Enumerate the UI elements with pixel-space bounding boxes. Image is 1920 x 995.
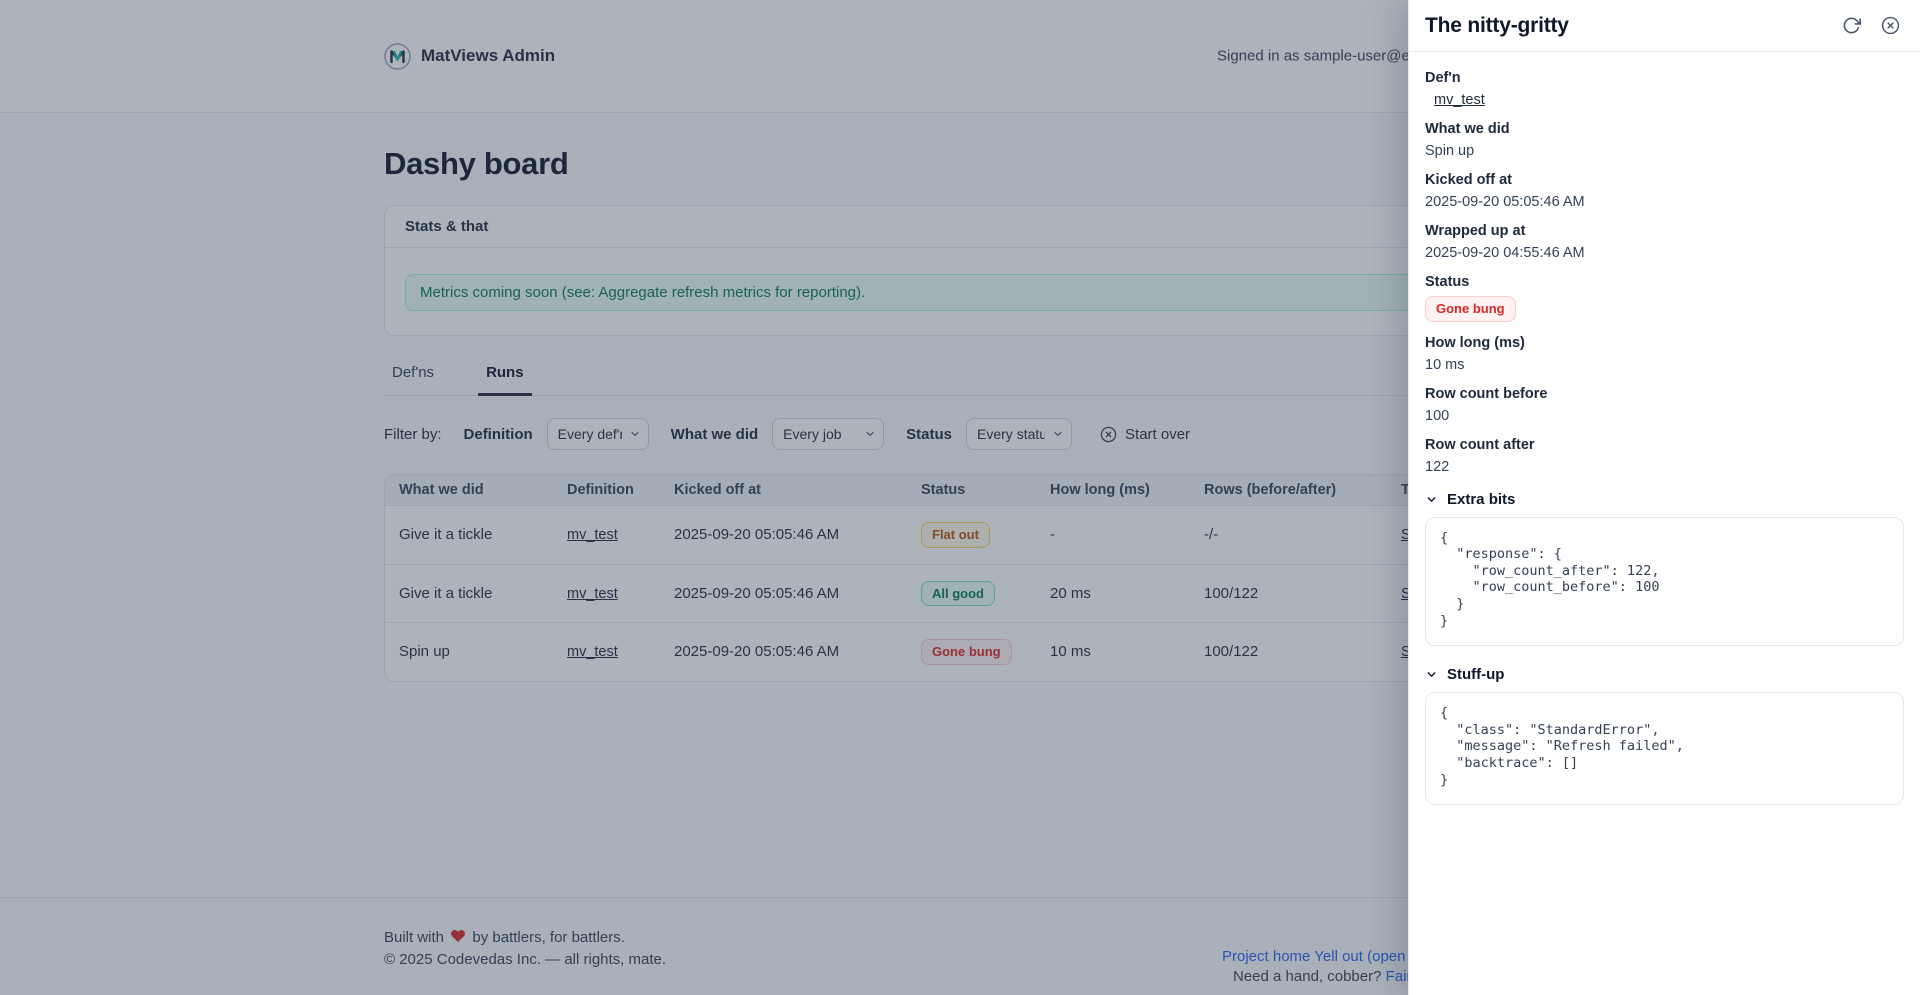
brand[interactable]: MatViews Admin xyxy=(384,42,556,70)
status-badge: Gone bung xyxy=(921,639,1012,665)
col-rows: Rows (before/after) xyxy=(1190,475,1387,506)
drawer-title: The nitty-gritty xyxy=(1425,13,1569,37)
job-filter-select[interactable]: Every job xyxy=(772,418,885,450)
refresh-button[interactable] xyxy=(1842,16,1861,35)
field-definition: Def'n mv_test xyxy=(1425,70,1904,108)
field-status: Status Gone bung xyxy=(1425,274,1904,322)
stats-card: Stats & that Metrics coming soon (see: A… xyxy=(384,205,1536,336)
cell-rows: -/- xyxy=(1190,505,1387,565)
section-stuff-up: Stuff-up { "class": "StandardError", "me… xyxy=(1425,666,1904,806)
chevron-down-icon xyxy=(1425,668,1438,681)
cell-kicked-off: 2025-09-20 05:05:46 AM xyxy=(660,563,907,623)
page-title: Dashy board xyxy=(384,146,569,181)
close-drawer-button[interactable] xyxy=(1881,16,1900,35)
cell-duration: - xyxy=(1036,505,1190,565)
cell-job: Give it a tickle xyxy=(385,505,553,565)
start-over-label: Start over xyxy=(1125,425,1191,443)
chevron-down-icon xyxy=(1425,493,1438,506)
brand-name: MatViews Admin xyxy=(421,46,556,65)
heart-icon xyxy=(450,928,466,950)
cell-duration: 20 ms xyxy=(1036,563,1190,623)
tab-defns[interactable]: Def'ns xyxy=(392,364,435,381)
matviews-logo-icon xyxy=(384,42,411,70)
close-icon xyxy=(1881,16,1900,35)
status-badge: Gone bung xyxy=(1425,296,1516,322)
footer-copyright: © 2025 Codevedas Inc. — all rights, mate… xyxy=(384,951,667,968)
section-extra-bits: Extra bits { "response": { "row_count_af… xyxy=(1425,491,1904,647)
x-circle-icon xyxy=(1100,426,1117,443)
tab-runs[interactable]: Runs xyxy=(478,358,532,396)
stuff-up-json: { "class": "StandardError", "message": "… xyxy=(1425,692,1904,806)
filter-bar: Filter by: Definition Every def'n What w… xyxy=(384,418,1536,450)
extra-bits-json: { "response": { "row_count_after": 122, … xyxy=(1425,516,1904,647)
extra-bits-toggle[interactable]: Extra bits xyxy=(1425,491,1515,508)
col-status: Status xyxy=(907,475,1036,506)
status-badge: Flat out xyxy=(921,522,990,548)
col-what-we-did: What we did xyxy=(385,475,553,506)
job-filter-label: What we did xyxy=(670,425,759,443)
stuff-up-toggle[interactable]: Stuff-up xyxy=(1425,666,1504,683)
footer-tagline: Built with by battlers, for battlers. xyxy=(384,928,1536,950)
refresh-icon xyxy=(1842,16,1861,35)
definition-filter-label: Definition xyxy=(463,425,533,443)
cell-kicked-off: 2025-09-20 05:05:46 AM xyxy=(660,505,907,565)
metrics-info-banner: Metrics coming soon (see: Aggregate refr… xyxy=(405,274,1515,311)
cell-rows: 100/122 xyxy=(1190,563,1387,623)
start-over-button[interactable]: Start over xyxy=(1100,426,1190,443)
field-what-we-did: What we did Spin up xyxy=(1425,121,1510,159)
project-home-link[interactable]: Project home xyxy=(1222,948,1311,965)
status-filter-label: Status xyxy=(906,425,953,443)
tab-bar: Def'ns Runs xyxy=(384,358,1536,396)
field-label: Def'n xyxy=(1425,70,1461,86)
definition-link[interactable]: mv_test xyxy=(567,644,618,661)
cell-kicked-off: 2025-09-20 05:05:46 AM xyxy=(660,622,907,681)
status-badge: All good xyxy=(921,580,995,607)
col-how-long: How long (ms) xyxy=(1036,475,1190,506)
field-row-count-before: Row count before 100 xyxy=(1425,385,1548,424)
definition-link[interactable]: mv_test xyxy=(567,527,618,544)
definition-link[interactable]: mv_test xyxy=(1434,92,1485,108)
cell-job: Spin up xyxy=(385,622,553,681)
cell-rows: 100/122 xyxy=(1190,622,1387,681)
cell-duration: 10 ms xyxy=(1036,622,1190,681)
cell-job: Give it a tickle xyxy=(385,563,553,623)
field-row-count-after: Row count after 122 xyxy=(1425,436,1535,475)
definition-link[interactable]: mv_test xyxy=(567,585,618,602)
field-wrapped-up-at: Wrapped up at 2025-09-20 04:55:46 AM xyxy=(1425,223,1585,261)
field-kicked-off-at: Kicked off at 2025-09-20 05:05:46 AM xyxy=(1425,172,1585,210)
status-filter-select[interactable]: Every status xyxy=(966,418,1073,450)
col-definition: Definition xyxy=(553,475,660,506)
details-drawer: The nitty-gritty Def'n mv_test xyxy=(1408,0,1920,995)
col-kicked-off-at: Kicked off at xyxy=(660,475,907,506)
stats-card-title: Stats & that xyxy=(385,206,1535,248)
field-how-long: How long (ms) 10 ms xyxy=(1425,334,1525,373)
filter-by-label: Filter by: xyxy=(384,425,442,443)
definition-filter-select[interactable]: Every def'n xyxy=(546,418,649,450)
